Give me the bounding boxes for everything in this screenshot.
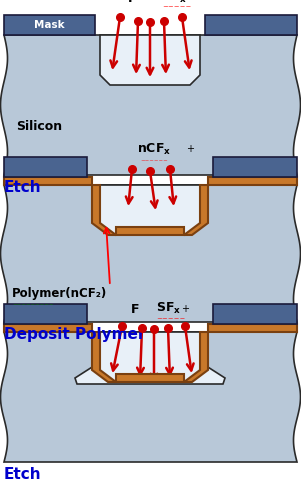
Text: F: F <box>131 303 139 316</box>
Polygon shape <box>100 185 200 235</box>
Polygon shape <box>4 15 95 35</box>
Polygon shape <box>116 227 184 235</box>
Polygon shape <box>1 35 300 175</box>
Polygon shape <box>213 157 297 177</box>
Polygon shape <box>208 177 297 185</box>
Polygon shape <box>205 15 297 35</box>
Polygon shape <box>92 332 116 382</box>
Text: ~~~~~: ~~~~~ <box>162 4 191 10</box>
Polygon shape <box>100 35 200 85</box>
Text: Deposit Polymer: Deposit Polymer <box>4 327 145 342</box>
Polygon shape <box>116 374 184 382</box>
Text: +: + <box>181 304 189 314</box>
Text: Polymer(nCF₂): Polymer(nCF₂) <box>12 288 107 300</box>
Polygon shape <box>92 185 116 235</box>
Text: Etch: Etch <box>4 467 42 480</box>
Text: ~~~~~: ~~~~~ <box>156 316 185 322</box>
Polygon shape <box>184 185 208 235</box>
Polygon shape <box>184 332 208 382</box>
Text: $\mathregular{nCF_x}$: $\mathregular{nCF_x}$ <box>137 142 171 157</box>
Polygon shape <box>1 185 300 322</box>
Text: +: + <box>186 144 194 154</box>
Polygon shape <box>213 304 297 324</box>
Text: +: + <box>188 0 196 1</box>
Polygon shape <box>4 304 87 324</box>
Text: $\mathregular{SF_x}$: $\mathregular{SF_x}$ <box>156 301 181 316</box>
Text: $\mathregular{SF_x}$: $\mathregular{SF_x}$ <box>162 0 187 5</box>
Polygon shape <box>4 324 92 332</box>
Text: Silicon: Silicon <box>16 120 62 132</box>
Text: Mask: Mask <box>34 20 65 30</box>
Text: F: F <box>128 0 136 5</box>
Polygon shape <box>75 332 225 384</box>
Polygon shape <box>4 157 87 177</box>
Text: ~~~~~~: ~~~~~~ <box>140 158 168 163</box>
Polygon shape <box>1 332 300 462</box>
Polygon shape <box>208 324 297 332</box>
Text: ~~~~~~~~~: ~~~~~~~~~ <box>12 302 54 307</box>
Text: Etch: Etch <box>4 180 42 195</box>
Polygon shape <box>4 177 92 185</box>
